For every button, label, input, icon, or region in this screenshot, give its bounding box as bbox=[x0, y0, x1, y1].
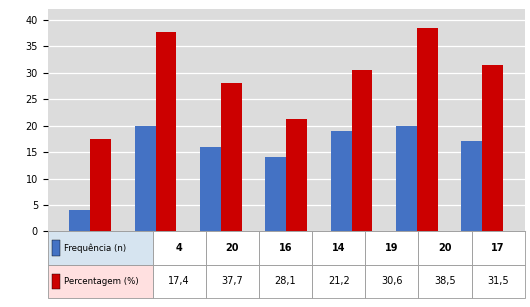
Bar bbox=[312, 231, 365, 265]
Text: 21,2: 21,2 bbox=[328, 276, 350, 286]
Bar bbox=[418, 231, 472, 265]
Bar bbox=[266, 157, 286, 231]
Text: 30,6: 30,6 bbox=[381, 276, 403, 286]
Bar bbox=[221, 83, 242, 231]
Text: 4: 4 bbox=[176, 243, 183, 253]
Bar bbox=[259, 231, 312, 265]
Bar bbox=[48, 265, 153, 298]
Bar bbox=[417, 28, 438, 231]
Bar bbox=[200, 147, 221, 231]
Bar bbox=[312, 265, 365, 298]
Text: 17,4: 17,4 bbox=[169, 276, 190, 286]
Bar bbox=[365, 231, 418, 265]
Bar bbox=[153, 231, 206, 265]
Bar bbox=[418, 265, 472, 298]
Bar bbox=[51, 240, 60, 256]
Bar bbox=[461, 142, 482, 231]
Bar bbox=[90, 139, 111, 231]
Text: 19: 19 bbox=[385, 243, 399, 253]
Text: 31,5: 31,5 bbox=[487, 276, 509, 286]
Text: 20: 20 bbox=[226, 243, 239, 253]
Bar bbox=[153, 265, 206, 298]
Bar bbox=[206, 231, 259, 265]
Bar bbox=[51, 274, 60, 289]
Bar bbox=[259, 265, 312, 298]
Bar bbox=[472, 231, 525, 265]
Bar bbox=[48, 231, 153, 265]
Text: 14: 14 bbox=[332, 243, 346, 253]
Bar bbox=[482, 65, 503, 231]
Bar bbox=[396, 126, 417, 231]
Text: 17: 17 bbox=[491, 243, 505, 253]
Bar bbox=[472, 265, 525, 298]
Bar bbox=[135, 126, 156, 231]
Text: 37,7: 37,7 bbox=[222, 276, 243, 286]
Bar bbox=[351, 69, 373, 231]
Text: 16: 16 bbox=[279, 243, 292, 253]
Bar bbox=[206, 265, 259, 298]
Bar bbox=[365, 265, 418, 298]
Bar bbox=[331, 131, 351, 231]
Text: Frequência (n): Frequência (n) bbox=[64, 243, 126, 253]
Text: 28,1: 28,1 bbox=[275, 276, 296, 286]
Bar bbox=[156, 32, 176, 231]
Text: 20: 20 bbox=[438, 243, 452, 253]
Text: 38,5: 38,5 bbox=[434, 276, 456, 286]
Bar bbox=[69, 210, 90, 231]
Bar bbox=[286, 119, 307, 231]
Text: Percentagem (%): Percentagem (%) bbox=[64, 277, 138, 286]
